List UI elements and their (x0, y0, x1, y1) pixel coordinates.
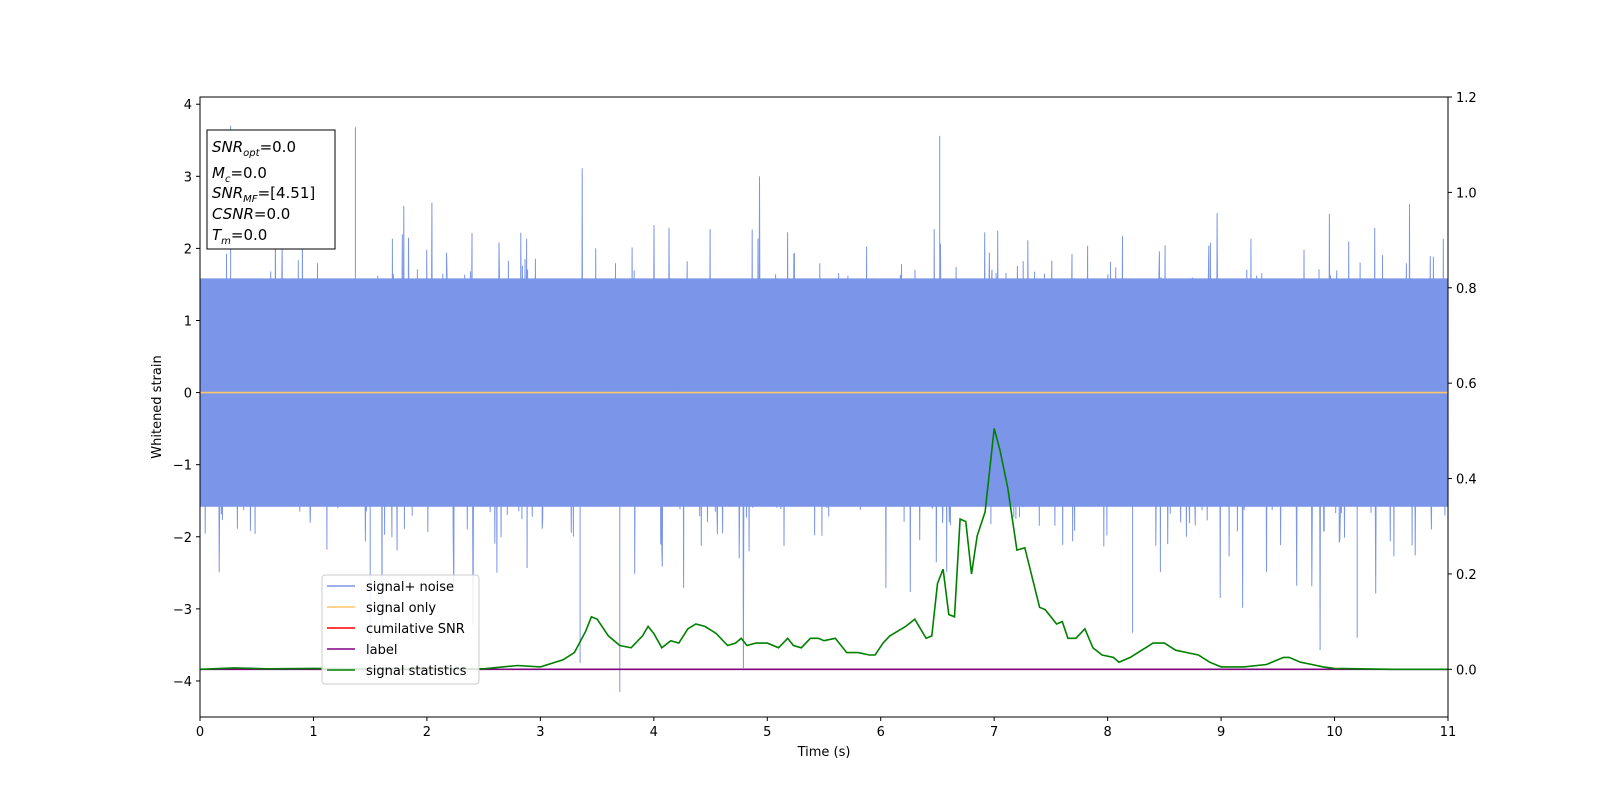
annotation-line: SNRopt=0.0 (212, 138, 296, 159)
plot-area (200, 125, 1448, 692)
x-tick-label: 2 (423, 725, 431, 740)
y-right-tick-label: 0.8 (1456, 282, 1477, 297)
legend-label: label (366, 643, 397, 658)
legend: signal+ noise signal only cumilative SNR la… (321, 574, 480, 685)
x-tick-label: 0 (196, 725, 204, 740)
y-left-tick-label: −2 (173, 531, 192, 546)
y-left-tick-label: −3 (173, 603, 192, 618)
legend-entry: signal only (327, 601, 436, 616)
x-tick-label: 10 (1326, 725, 1343, 740)
y-left-tick-label: 0 (184, 387, 192, 402)
y-right-tick-label: 0.6 (1456, 377, 1477, 392)
x-tick-label: 4 (650, 725, 658, 740)
x-axis-label: Time (s) (797, 745, 851, 760)
y-axis-label: Whitened strain (150, 355, 165, 458)
y-right-tick-label: 0.0 (1456, 663, 1477, 678)
plot-frame (199, 96, 1449, 718)
x-tick-label: 6 (877, 725, 885, 740)
x-tick-label: 8 (1103, 725, 1111, 740)
x-tick-label: 11 (1440, 725, 1457, 740)
legend-entry: signal+ noise (327, 580, 454, 595)
legend-label: signal only (366, 601, 436, 616)
y-right-tick-label: 0.2 (1456, 568, 1477, 583)
x-tick-label: 9 (1217, 725, 1225, 740)
y-right-tick-label: 1.0 (1456, 186, 1477, 201)
y-left-tick-label: 4 (184, 98, 192, 113)
annotation-line: CSNR=0.0 (212, 205, 290, 223)
legend-entry: cumilative SNR (327, 622, 465, 637)
legend-label: signal statistics (366, 664, 467, 679)
y-left-tick-label: 2 (184, 242, 192, 257)
y-left-tick-label: −4 (173, 675, 192, 690)
y-left-tick-label: 3 (184, 170, 192, 185)
x-tick-label: 1 (309, 725, 317, 740)
y-left-tick-label: −1 (173, 459, 192, 474)
x-tick-label: 3 (536, 725, 544, 740)
legend-entry: label (327, 643, 397, 658)
x-tick-label: 7 (990, 725, 998, 740)
annotation-line: SNRMF=[4.51] (212, 184, 315, 205)
legend-frame (321, 574, 480, 685)
y-left-tick-label: 1 (184, 314, 192, 329)
noise-trace (200, 125, 1448, 692)
y-right-tick-label: 1.2 (1456, 91, 1477, 106)
x-tick-label: 5 (763, 725, 771, 740)
legend-entry: signal statistics (327, 664, 467, 679)
annotation-line: Tm=0.0 (212, 226, 267, 247)
legend-label: cumilative SNR (366, 622, 465, 637)
annotation-line: Mc=0.0 (212, 164, 267, 185)
y-right-tick-label: 0.4 (1456, 473, 1477, 488)
annotation-frame (206, 129, 336, 250)
legend-label: signal+ noise (366, 580, 454, 595)
series-signal-statistics (200, 428, 1448, 671)
